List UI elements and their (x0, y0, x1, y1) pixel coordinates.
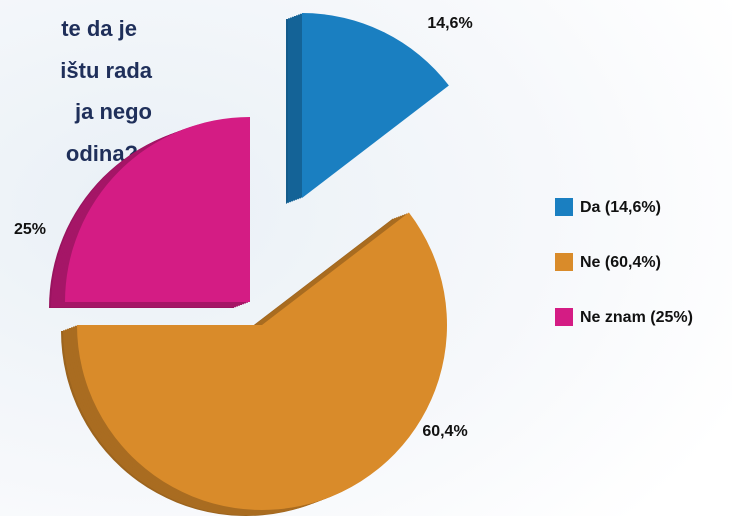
legend-label: Ne (60,4%) (580, 254, 661, 271)
chart-title: te da je (61, 16, 137, 41)
legend-label: Da (14,6%) (580, 199, 661, 216)
slice (65, 117, 250, 302)
data-label: 60,4% (422, 423, 467, 440)
slice (77, 212, 447, 511)
chart-title: ja nego (74, 99, 152, 124)
slice (302, 13, 449, 198)
data-label: 25% (14, 221, 46, 238)
chart-title: ištu rada (60, 58, 152, 83)
legend-swatch (555, 253, 573, 271)
legend-swatch (555, 308, 573, 326)
data-label: 14,6% (427, 15, 472, 32)
legend-swatch (555, 198, 573, 216)
legend-label: Ne znam (25%) (580, 309, 693, 326)
